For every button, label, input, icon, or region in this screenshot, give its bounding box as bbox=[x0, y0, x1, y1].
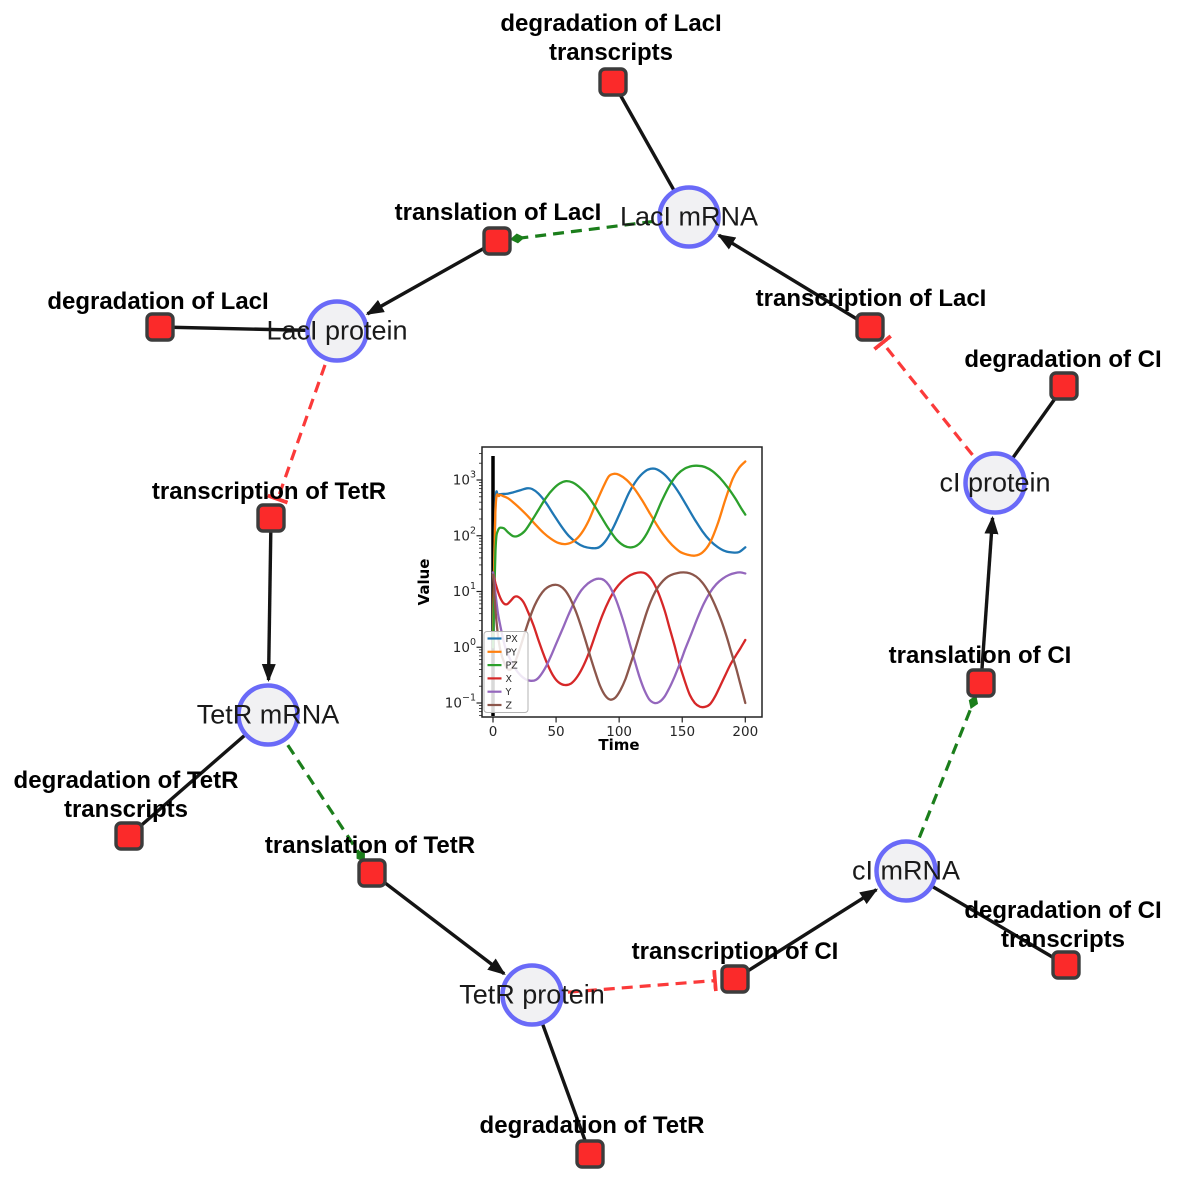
y-tick-label: 102 bbox=[453, 525, 476, 544]
x-tick-label: 50 bbox=[547, 724, 564, 740]
y-tick-label: 103 bbox=[453, 470, 476, 489]
edge-inhibitor-ci_protein-transc_laci bbox=[873, 334, 997, 485]
edge-product-transc_laci-laci_mrna bbox=[717, 233, 871, 329]
chart-generated-layer: 0 50 100 150 200 103 102 101 100 10−1 PX PY PZ XYZ bbox=[405, 420, 795, 775]
edge-product-transl_laci-laci_protein bbox=[365, 239, 498, 316]
reaction-node-transc_tetr[interactable] bbox=[256, 503, 286, 533]
edge-modifier-ci_mrna-transl_ci bbox=[904, 695, 979, 872]
reaction-node-transl_laci[interactable] bbox=[482, 226, 512, 256]
edge-inhibitor-laci_protein-transc_tetr bbox=[267, 330, 339, 505]
edge-product-transc_tetr-tetr_mrna bbox=[261, 517, 276, 683]
legend-label-PY: PY bbox=[506, 647, 518, 658]
species-node-ci_mrna[interactable] bbox=[874, 839, 938, 903]
legend-label-X: X bbox=[506, 674, 513, 685]
edge-modifier-laci_mrna-transl_laci bbox=[509, 215, 690, 244]
nodes-layer bbox=[114, 67, 1081, 1169]
y-axis-title: Value bbox=[415, 559, 433, 606]
reaction-node-deg_tetr[interactable] bbox=[575, 1139, 605, 1169]
series-line-PZ bbox=[491, 464, 747, 649]
reaction-node-transc_laci[interactable] bbox=[855, 312, 885, 342]
species-node-tetr_mrna[interactable] bbox=[236, 683, 300, 747]
edge-product-transl_tetr-tetr_protein bbox=[370, 871, 506, 976]
edge-product-transl_ci-ci_protein bbox=[979, 515, 999, 684]
x-tick-label: 200 bbox=[732, 724, 758, 740]
x-tick-label: 0 bbox=[489, 724, 498, 740]
species-node-ci_protein[interactable] bbox=[963, 451, 1027, 515]
reaction-node-transl_tetr[interactable] bbox=[357, 858, 387, 888]
species-node-laci_protein[interactable] bbox=[305, 299, 369, 363]
timeseries-inset-chart: 0 50 100 150 200 103 102 101 100 10−1 PX PY PZ XYZ Ti… bbox=[405, 420, 795, 775]
legend-label-Z: Z bbox=[506, 701, 513, 712]
reaction-node-deg_ci_tx[interactable] bbox=[1051, 950, 1081, 980]
edge-inhibitor-tetr_protein-transc_ci bbox=[531, 969, 718, 997]
series-line-PY bbox=[491, 460, 747, 639]
reaction-node-deg_laci_tx[interactable] bbox=[598, 67, 628, 97]
series-line-PX bbox=[491, 467, 747, 632]
chart-legend: PX PY PZ XYZ bbox=[483, 631, 529, 713]
x-axis-title: Time bbox=[598, 736, 639, 754]
edges-layer bbox=[127, 81, 1067, 1155]
y-tick-label: 100 bbox=[453, 637, 476, 656]
x-tick-label: 150 bbox=[669, 724, 695, 740]
edge-modifier-tetr_mrna-transl_tetr bbox=[266, 714, 366, 863]
y-tick-label: 101 bbox=[453, 581, 476, 600]
legend-label-PX: PX bbox=[506, 634, 519, 645]
species-node-tetr_protein[interactable] bbox=[500, 963, 564, 1027]
species-node-laci_mrna[interactable] bbox=[657, 185, 721, 249]
legend-label-PZ: PZ bbox=[506, 661, 519, 672]
series-line-X bbox=[491, 571, 747, 709]
reaction-node-deg_tetr_tx[interactable] bbox=[114, 821, 144, 851]
x-tick-label: 100 bbox=[606, 724, 632, 740]
reaction-node-transc_ci[interactable] bbox=[720, 964, 750, 994]
reaction-node-deg_laci[interactable] bbox=[145, 312, 175, 342]
reaction-node-deg_ci[interactable] bbox=[1049, 371, 1079, 401]
edge-product-transc_ci-ci_mrna bbox=[734, 888, 879, 981]
reaction-node-transl_ci[interactable] bbox=[966, 668, 996, 698]
legend-label-Y: Y bbox=[505, 687, 512, 698]
y-tick-label: 10−1 bbox=[445, 693, 476, 712]
